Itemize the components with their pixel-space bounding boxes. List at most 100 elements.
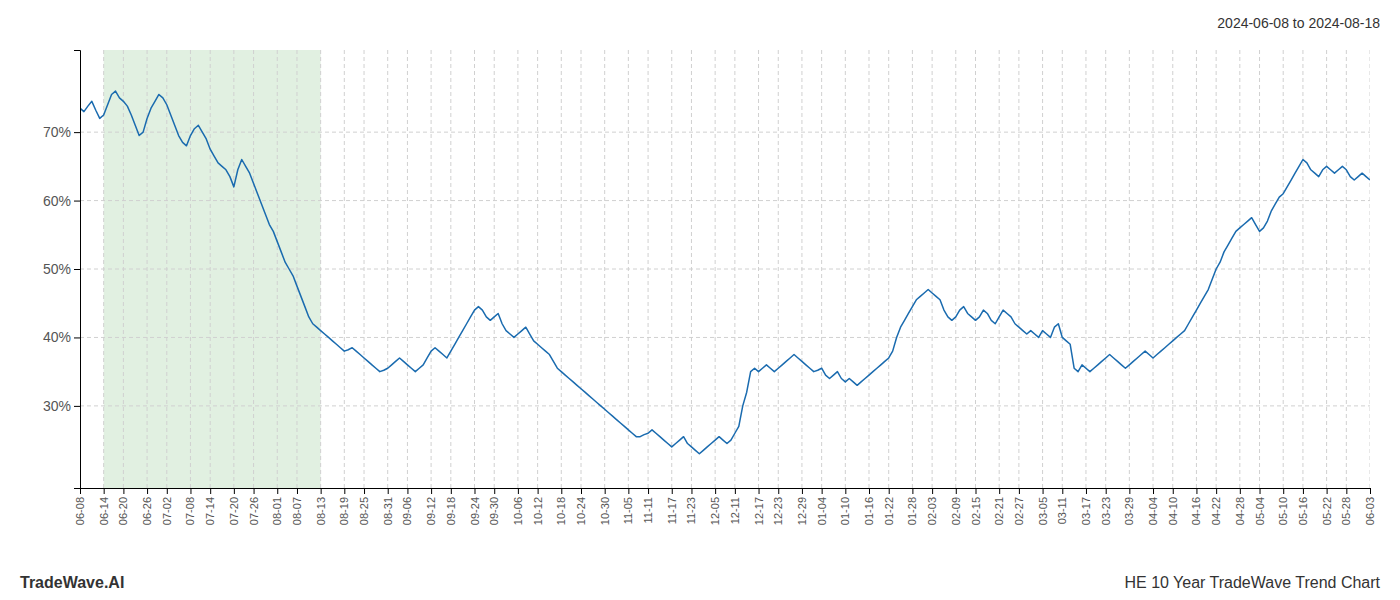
x-tick-mark (822, 488, 823, 494)
x-grid-line (801, 50, 802, 488)
x-tick: 01-10 (839, 488, 851, 525)
x-grid-line (1129, 50, 1130, 488)
x-tick-label: 08-07 (291, 497, 303, 525)
y-axis: 30%40%50%60%70% (43, 51, 81, 489)
x-tick: 03-11 (1056, 488, 1068, 524)
x-tick-label: 06-08 (74, 497, 86, 525)
x-tick-mark (628, 488, 629, 494)
x-tick: 04-28 (1234, 488, 1246, 525)
x-tick: 07-26 (248, 488, 260, 525)
x-tick-label: 05-16 (1297, 497, 1309, 525)
x-grid-line (604, 50, 605, 488)
x-tick-mark (518, 488, 519, 494)
x-grid-line (1326, 50, 1327, 488)
x-tick: 04-22 (1210, 488, 1222, 525)
x-tick-mark (845, 488, 846, 494)
x-tick-label: 06-14 (98, 497, 110, 525)
x-tick-label: 04-22 (1210, 497, 1222, 525)
x-tick: 07-14 (204, 488, 216, 525)
y-grid-line (80, 132, 1370, 133)
x-tick: 06-14 (98, 488, 110, 525)
x-tick: 06-26 (141, 488, 153, 525)
y-tick-mark (74, 132, 80, 133)
x-tick: 05-10 (1277, 488, 1289, 525)
x-tick: 02-03 (926, 488, 938, 525)
x-tick: 02-09 (950, 488, 962, 525)
x-tick-mark (1216, 488, 1217, 494)
x-tick-mark (976, 488, 977, 494)
x-tick-label: 02-27 (1013, 497, 1025, 525)
x-tick: 01-16 (863, 488, 875, 525)
y-tick: 40% (43, 329, 80, 345)
x-tick: 02-15 (970, 488, 982, 525)
x-tick-label: 06-03 (1364, 497, 1376, 525)
x-tick: 07-02 (161, 488, 173, 525)
x-tick-label: 03-23 (1100, 497, 1112, 525)
x-tick-label: 08-01 (271, 497, 283, 525)
y-tick-label: 60% (43, 193, 71, 209)
x-tick: 08-19 (338, 488, 350, 525)
x-grid-line (1239, 50, 1240, 488)
x-tick: 10-24 (575, 488, 587, 525)
y-tick-mark (74, 406, 80, 407)
x-tick: 12-29 (796, 488, 808, 525)
footer-right: HE 10 Year TradeWave Trend Chart (1124, 574, 1380, 591)
x-tick-mark (999, 488, 1000, 494)
x-grid-line (296, 50, 297, 488)
x-tick: 10-06 (512, 488, 524, 525)
x-grid-line (778, 50, 779, 488)
x-grid-line (494, 50, 495, 488)
x-tick-label: 01-22 (883, 497, 895, 525)
x-grid-line (868, 50, 869, 488)
x-grid-line (691, 50, 692, 488)
x-grid-line (1283, 50, 1284, 488)
x-tick-mark (1043, 488, 1044, 494)
x-tick-mark (691, 488, 692, 494)
x-tick-label: 10-18 (555, 497, 567, 525)
x-grid-line (955, 50, 956, 488)
x-tick-label: 12-05 (709, 497, 721, 525)
x-tick-mark (778, 488, 779, 494)
x-tick-mark (474, 488, 475, 494)
x-tick-label: 11-23 (685, 497, 697, 524)
x-tick-label: 05-22 (1321, 497, 1333, 525)
x-tick-label: 10-30 (599, 497, 611, 525)
x-tick-mark (1019, 488, 1020, 494)
title: 2024-06-08 to 2024-08-18 (1217, 15, 1380, 31)
x-tick-label: 11-05 (622, 497, 634, 524)
x-tick-label: 09-12 (425, 497, 437, 525)
x-grid-line (561, 50, 562, 488)
x-grid-line (537, 50, 538, 488)
x-tick-mark (190, 488, 191, 494)
x-grid-line (407, 50, 408, 488)
x-tick-mark (210, 488, 211, 494)
x-tick-label: 12-23 (772, 497, 784, 525)
x-grid-line (758, 50, 759, 488)
grid (80, 50, 1370, 488)
x-grid-line (364, 50, 365, 488)
x-grid-line (387, 50, 388, 488)
x-grid-line (344, 50, 345, 488)
x-tick: 02-21 (993, 488, 1005, 525)
x-grid-line (1259, 50, 1260, 488)
x-tick-label: 05-28 (1340, 497, 1352, 525)
x-grid-line (210, 50, 211, 488)
y-tick: 30% (43, 398, 80, 414)
x-tick-label: 08-31 (382, 497, 394, 525)
x-grid-line (233, 50, 234, 488)
x-tick-mark (451, 488, 452, 494)
y-tick: 50% (43, 261, 80, 277)
x-tick-mark (802, 488, 803, 494)
y-tick-mark (74, 269, 80, 270)
x-tick-mark (1196, 488, 1197, 494)
x-tick-label: 04-28 (1234, 497, 1246, 525)
x-grid-line (474, 50, 475, 488)
x-tick: 05-22 (1321, 488, 1333, 525)
x-tick: 06-08 (74, 488, 86, 525)
x-tick-label: 07-26 (248, 497, 260, 525)
x-tick-label: 03-29 (1123, 497, 1135, 525)
x-tick: 11-05 (622, 488, 634, 524)
x-tick-mark (912, 488, 913, 494)
x-tick: 09-18 (445, 488, 457, 525)
x-tick: 12-11 (729, 488, 741, 524)
